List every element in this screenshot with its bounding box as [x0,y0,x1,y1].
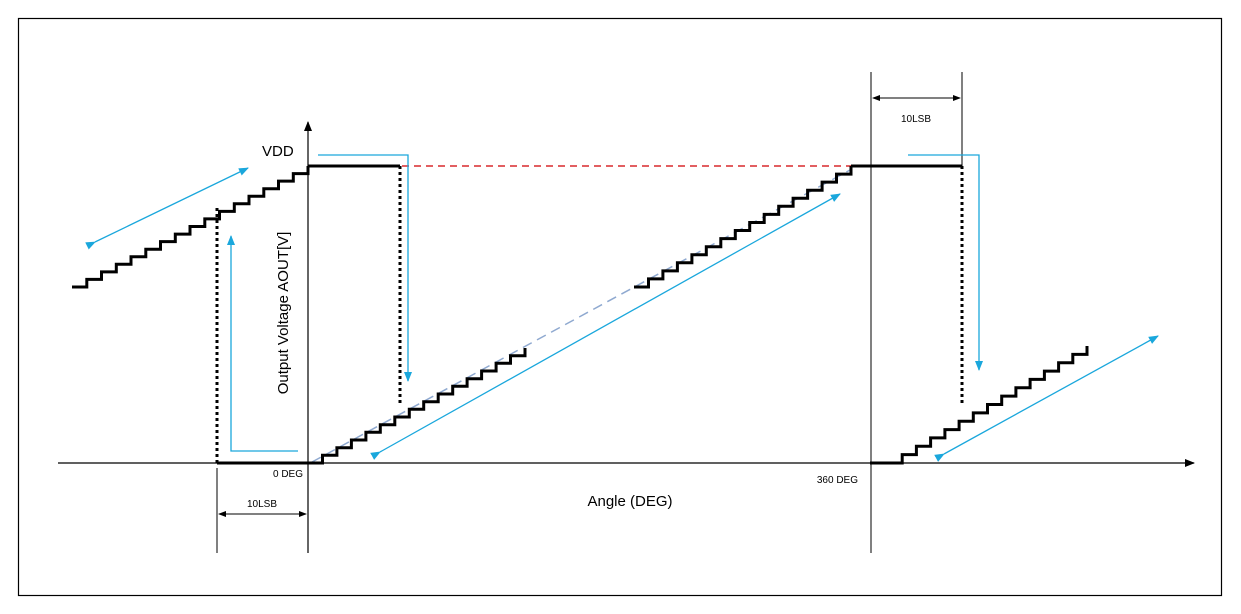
bidirectional-arrow-left [85,167,249,250]
bidirectional-arrow-right [934,335,1159,462]
full-deg-label: 360 DEG [817,475,858,486]
y-axis-label: Output Voltage AOUT[V] [275,232,292,395]
arrow-down-mid-transition [318,154,412,382]
x-axis-label: Angle (DEG) [587,493,672,510]
arrow-up-left-transition [227,235,298,452]
diagram-frame [17,17,1223,597]
staircase-after-360 [888,346,1089,465]
direction-arrows [85,154,1159,462]
vdd-label: VDD [262,143,294,160]
zero-deg-label: 0 DEG [273,469,303,480]
bidirectional-arrow-mid [370,193,841,460]
staircase-before-zero [72,166,310,289]
arrow-down-right-transition [908,154,983,371]
lsb-right-label: 10LSB [901,114,931,125]
lsb-left-label: 10LSB [247,499,277,510]
